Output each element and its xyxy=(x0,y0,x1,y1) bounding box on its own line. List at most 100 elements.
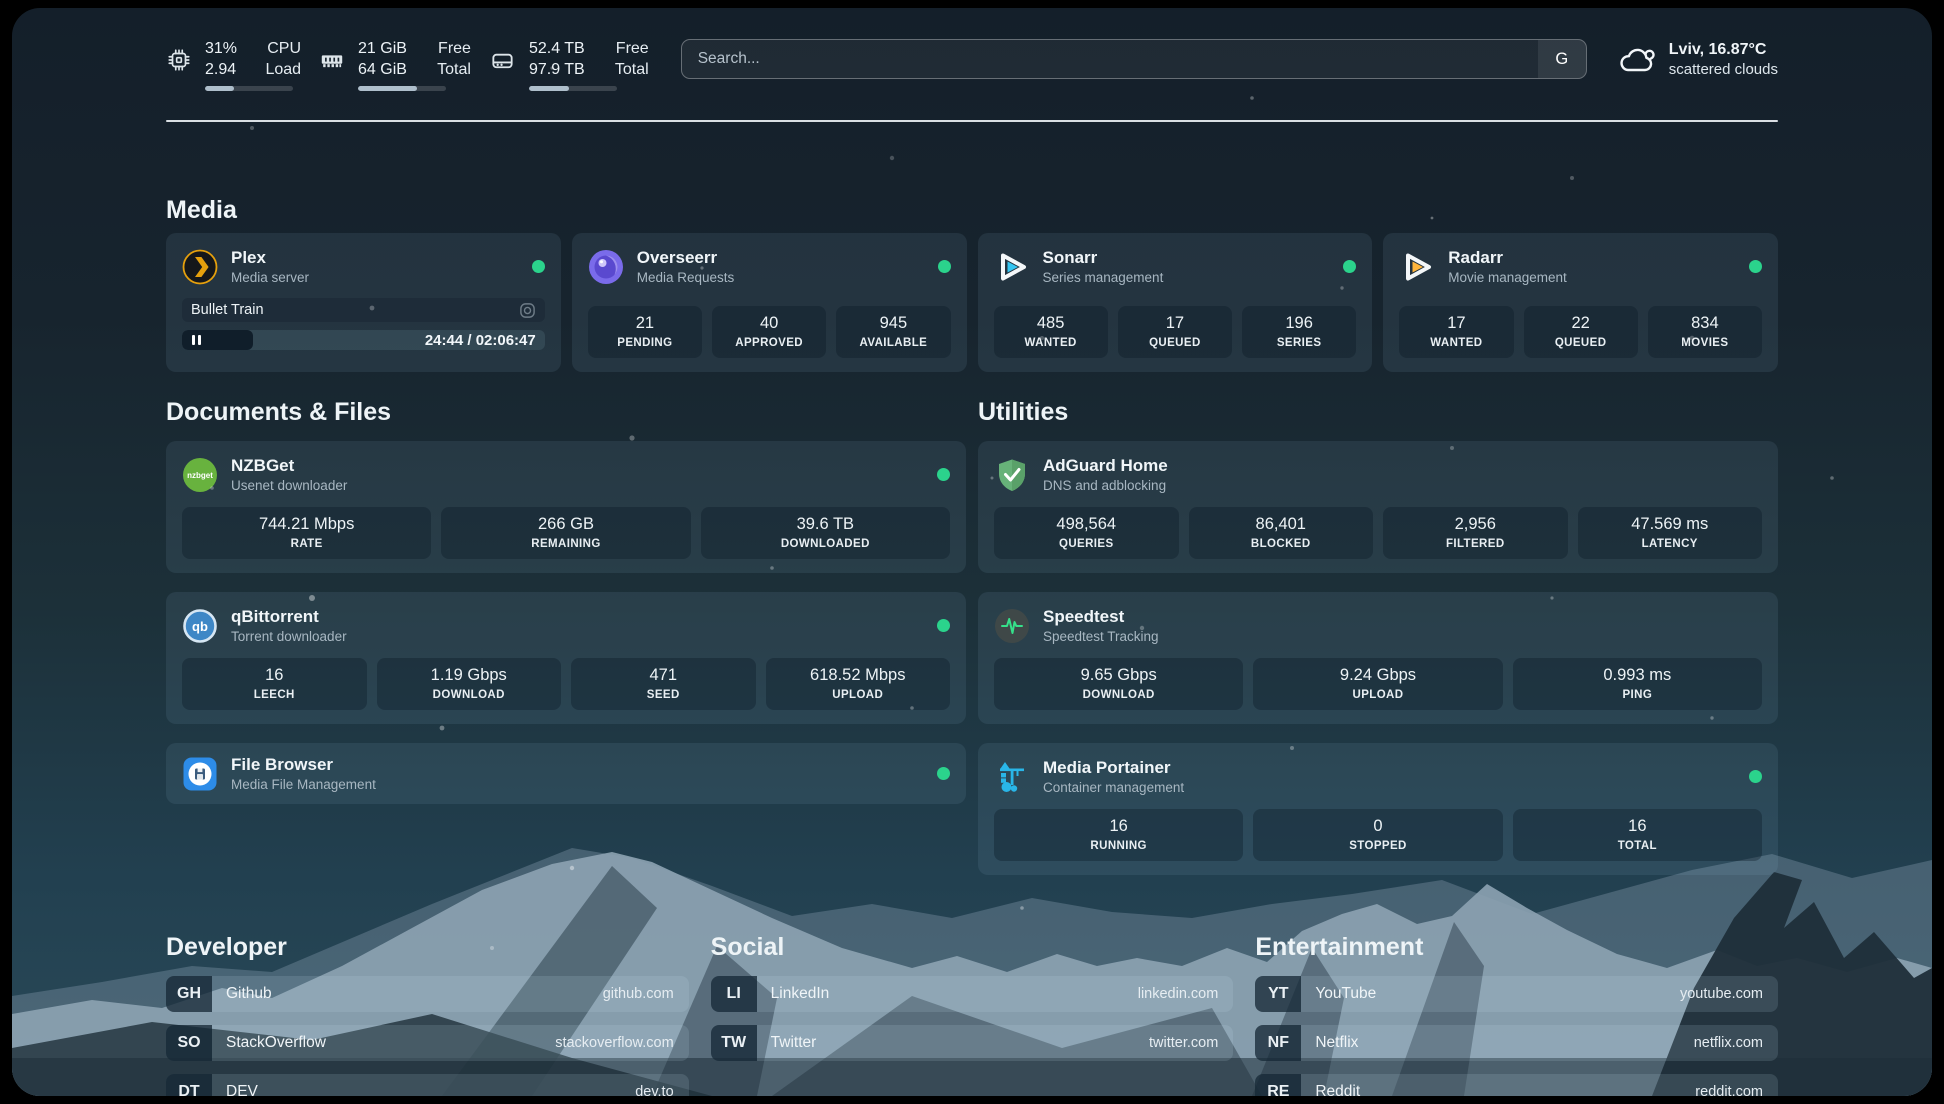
filebrowser-icon xyxy=(183,757,217,790)
stat-queued: 17 QUEUED xyxy=(1117,306,1232,358)
bookmark-name: Netflix xyxy=(1315,1034,1359,1051)
playback-progress: 24:44 / 02:06:47 xyxy=(182,330,545,350)
stat-approved: 40 APPROVED xyxy=(712,306,827,358)
app-card-sonarr[interactable]: Sonarr Series management 485 WANTED 17 QUE… xyxy=(977,233,1373,372)
app-card-nzbget[interactable]: nzbget NZBGet Usenet downloader 744.21 M… xyxy=(166,441,966,573)
cpu-stat: 31% 2.94 CPU Load xyxy=(166,38,301,91)
stat-series: 196 SERIES xyxy=(1242,306,1357,358)
stat-downloaded: 39.6 TB DOWNLOADED xyxy=(700,507,950,559)
app-subtitle: Media Requests xyxy=(636,270,735,285)
app-name: Plex xyxy=(231,248,266,267)
now-playing-row: Bullet Train xyxy=(182,298,545,322)
bookmark-url: stackoverflow.com xyxy=(555,1035,674,1051)
bookmark-name: Twitter xyxy=(770,1034,817,1051)
memory-free: 21 GiB xyxy=(358,40,407,57)
app-card-qbittorrent[interactable]: qb qBittorrent Torrent downloader 16 LEEC… xyxy=(166,592,966,724)
bookmark-netflix[interactable]: NF Netflix netflix.com xyxy=(1255,1025,1778,1061)
top-bar: 31% 2.94 CPU Load xyxy=(166,8,1778,91)
cpu-progress-bar xyxy=(205,86,293,91)
memory-total-label: Total xyxy=(437,61,471,78)
stat-rate: 744.21 Mbps RATE xyxy=(182,507,432,559)
sonarr-icon xyxy=(1000,253,1026,280)
app-name: Sonarr xyxy=(1042,248,1098,267)
overseerr-icon xyxy=(588,249,623,284)
sonarr-stats: 485 WANTED 17 QUEUED 196 SERIES xyxy=(993,306,1357,358)
disk-stat: 52.4 TB 97.9 TB Free Total xyxy=(489,38,649,91)
app-card-plex[interactable]: Plex Media server Bullet Train xyxy=(166,233,561,372)
section-title-entertainment: Entertainment xyxy=(1255,933,1424,961)
status-dot xyxy=(1749,260,1762,273)
weather-condition: scattered clouds xyxy=(1668,61,1778,78)
bookmark-name: DEV xyxy=(226,1083,258,1096)
status-dot xyxy=(1343,260,1357,273)
section-title-social: Social xyxy=(710,933,785,961)
bookmark-abbr: DT xyxy=(166,1074,212,1096)
stat-pending: 21 PENDING xyxy=(587,306,702,358)
bookmark-reddit[interactable]: RE Reddit reddit.com xyxy=(1255,1074,1778,1096)
adguard-icon xyxy=(999,459,1025,491)
bookmark-abbr: TW xyxy=(710,1025,757,1061)
bookmark-dev[interactable]: DT DEV dev.to xyxy=(166,1074,689,1096)
app-card-speedtest[interactable]: Speedtest Speedtest Tracking 9.65 Gbps DO… xyxy=(978,592,1778,724)
bookmark-url: linkedin.com xyxy=(1137,986,1219,1002)
app-card-radarr[interactable]: Radarr Movie management 17 WANTED 22 QUEUE… xyxy=(1383,233,1778,372)
stat-ping: 0.993 ms PING xyxy=(1512,658,1762,710)
stat-latency: 47.569 ms LATENCY xyxy=(1577,507,1762,559)
cpu-load-value: 2.94 xyxy=(205,61,237,78)
app-card-portainer[interactable]: Media Portainer Container management 16 R… xyxy=(978,743,1778,875)
app-card-overseerr[interactable]: Overseerr Media Requests 21 PENDING 40 APP… xyxy=(571,233,967,372)
app-subtitle: DNS and adblocking xyxy=(1043,478,1167,493)
disk-free: 52.4 TB xyxy=(528,40,585,57)
bookmark-url: netflix.com xyxy=(1693,1035,1763,1051)
radarr-icon xyxy=(1406,253,1432,280)
memory-total: 64 GiB xyxy=(358,61,407,78)
topbar-divider xyxy=(166,120,1778,122)
svg-text:nzbget: nzbget xyxy=(187,471,213,480)
radarr-stats: 17 WANTED 22 QUEUED 834 MOVIES xyxy=(1399,306,1762,358)
bookmark-name: Github xyxy=(226,985,272,1002)
disk-total-label: Total xyxy=(614,61,649,78)
portainer-icon xyxy=(1000,761,1024,792)
memory-progress-bar xyxy=(358,86,447,91)
bookmark-name: StackOverflow xyxy=(226,1034,326,1051)
app-subtitle: Movie management xyxy=(1448,270,1567,285)
search-engine-button[interactable]: G xyxy=(1537,40,1586,78)
bookmark-stackoverflow[interactable]: SO StackOverflow stackoverflow.com xyxy=(166,1025,689,1061)
app-card-adguard[interactable]: AdGuard Home DNS and adblocking 498,564 Q… xyxy=(978,441,1778,573)
section-title-utilities: Utilities xyxy=(978,398,1069,426)
weather-widget: Lviv, 16.87°C scattered clouds xyxy=(1617,40,1778,79)
stat-queued: 22 QUEUED xyxy=(1523,306,1638,358)
status-dot xyxy=(1749,770,1762,783)
bookmark-name: LinkedIn xyxy=(770,985,830,1002)
app-subtitle: Usenet downloader xyxy=(231,478,348,493)
search-input[interactable] xyxy=(681,40,1538,78)
bookmark-abbr: RE xyxy=(1255,1074,1302,1096)
stat-download: 9.65 Gbps DOWNLOAD xyxy=(994,658,1244,710)
bookmark-abbr: GH xyxy=(166,976,212,1012)
status-dot xyxy=(937,619,950,632)
stat-upload: 618.52 Mbps UPLOAD xyxy=(765,658,950,710)
portainer-stats: 16 RUNNING 0 STOPPED 16 TOTAL xyxy=(994,809,1762,861)
bookmark-twitter[interactable]: TW Twitter twitter.com xyxy=(710,1025,1234,1061)
pause-icon xyxy=(192,335,201,345)
cpu-label: CPU xyxy=(267,40,302,57)
bookmark-github[interactable]: GH Github github.com xyxy=(166,976,689,1012)
status-dot xyxy=(531,260,545,273)
app-card-filebrowser[interactable]: File Browser Media File Management xyxy=(166,743,966,804)
app-subtitle: Container management xyxy=(1043,780,1185,795)
app-name: Overseerr xyxy=(636,248,718,267)
stat-filtered: 2,956 FILTERED xyxy=(1383,507,1568,559)
bookmark-abbr: LI xyxy=(710,976,757,1012)
bookmark-youtube[interactable]: YT YouTube youtube.com xyxy=(1255,976,1778,1012)
status-dot xyxy=(937,767,950,780)
stat-available: 945 AVAILABLE xyxy=(836,306,951,358)
disk-icon xyxy=(492,53,513,69)
app-name: Radarr xyxy=(1448,248,1504,267)
nzbget-icon: nzbget xyxy=(183,457,217,492)
bookmark-linkedin[interactable]: LI LinkedIn linkedin.com xyxy=(710,976,1234,1012)
stat-stopped: 0 STOPPED xyxy=(1253,809,1503,861)
bookmark-url: github.com xyxy=(602,986,674,1002)
bookmark-abbr: SO xyxy=(166,1025,212,1061)
bookmark-url: youtube.com xyxy=(1679,986,1763,1002)
bookmark-name: Reddit xyxy=(1315,1083,1361,1096)
